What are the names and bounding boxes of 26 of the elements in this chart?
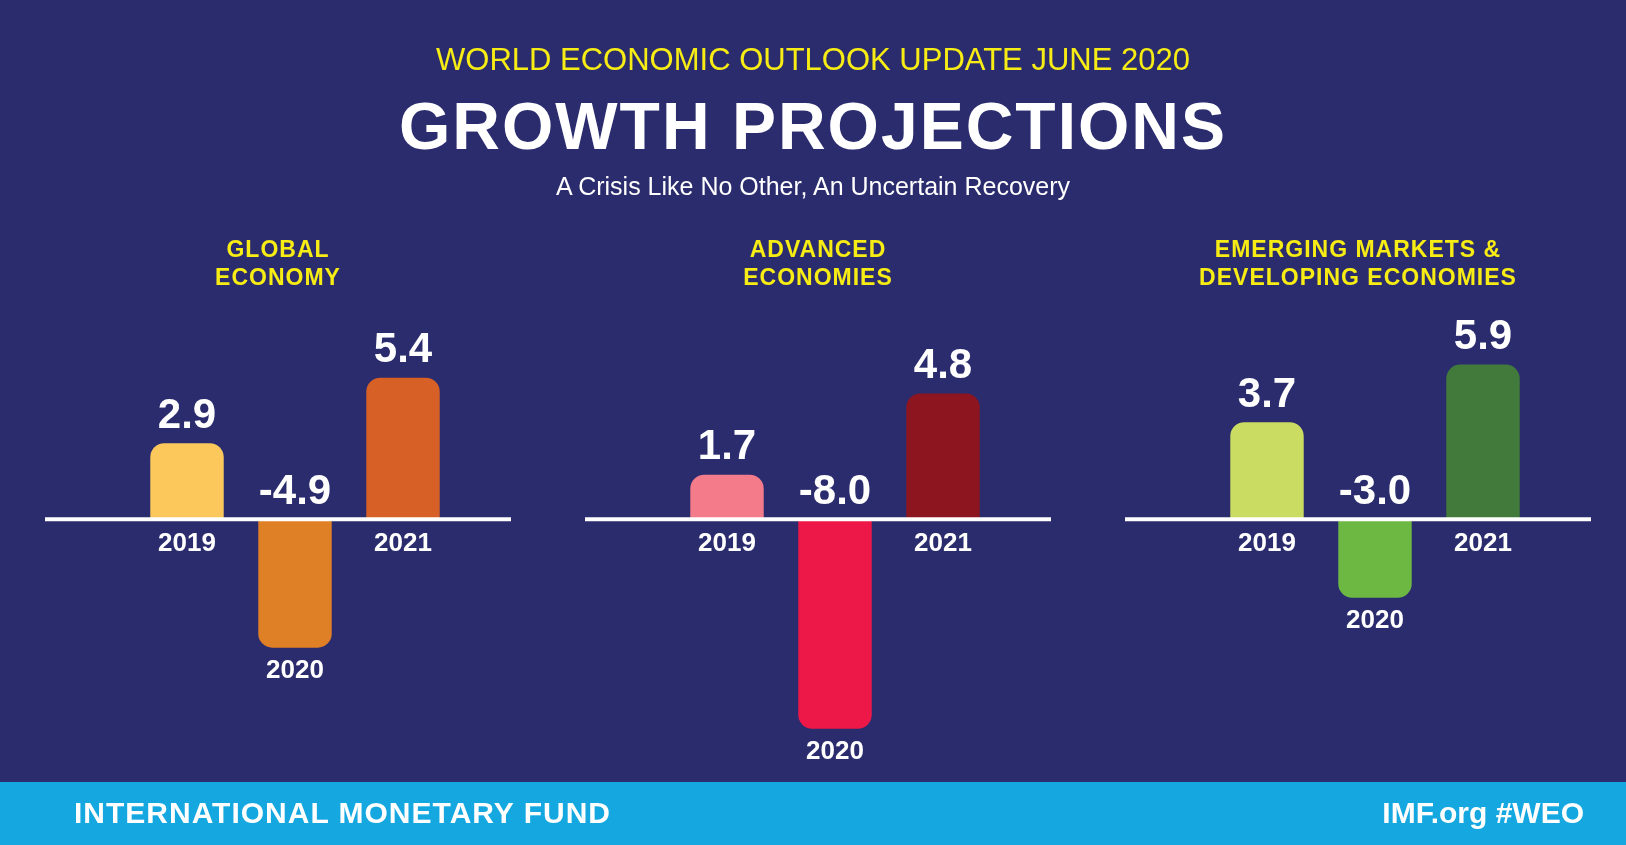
x-tick-label: 2019	[158, 527, 216, 558]
x-tick-label: 2020	[266, 653, 324, 684]
chart-title: GLOBAL ECONOMY	[214, 235, 342, 292]
x-tick-label: 2021	[374, 527, 432, 558]
x-tick-label: 2020	[806, 735, 864, 766]
text: A Crisis Like No Other, An Uncertain Recovery	[554, 172, 1072, 201]
data-label: 4.8	[913, 339, 973, 387]
data-label: -8.0	[798, 465, 872, 513]
x-tick-label: 2020	[1346, 604, 1404, 635]
chart-title: ADVANCED ECONOMIES	[742, 235, 894, 292]
text: INTERNATIONAL MONETARY FUND	[74, 796, 611, 830]
data-label: -4.9	[258, 465, 332, 513]
x-tick-label: 2019	[1238, 527, 1296, 558]
data-label: 2.9	[157, 389, 217, 437]
data-label: -3.0	[1338, 465, 1412, 513]
x-tick-label: 2019	[698, 527, 756, 558]
data-label: 1.7	[697, 421, 757, 469]
data-label: 3.7	[1237, 368, 1297, 416]
text: WORLD ECONOMIC OUTLOOK UPDATE JUNE 2020	[435, 42, 1191, 78]
x-tick-label: 2021	[914, 527, 972, 558]
data-label: 5.9	[1453, 311, 1513, 359]
chart-title: EMERGING MARKETS & DEVELOPING ECONOMIES	[1198, 235, 1518, 292]
text: GROWTH PROJECTIONS	[397, 88, 1228, 164]
data-label: 5.4	[373, 324, 433, 372]
x-tick-label: 2021	[1454, 527, 1512, 558]
text: IMF.org #WEO	[1382, 796, 1584, 830]
